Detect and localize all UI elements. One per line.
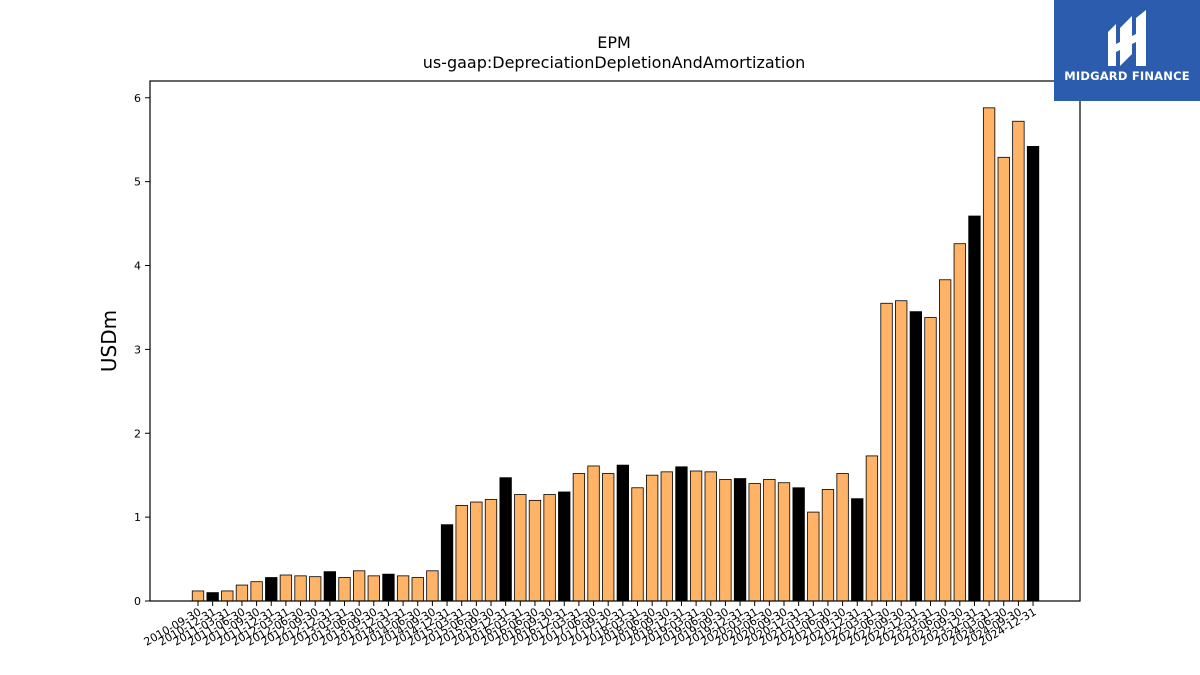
y-tick-label: 0 [134,595,141,608]
bar-2021-06-30 [821,489,835,602]
y-tick-label: 3 [134,343,141,356]
bar-2013-09-30 [367,575,380,602]
plot-frame [149,80,1081,602]
bar-2021-12-31 [851,498,864,602]
bar-2015-09-30 [484,499,498,602]
bar-2019-09-30 [719,478,732,602]
bar-2019-12-31 [733,478,747,602]
bar-2014-09-30 [426,570,439,602]
chart-subtitle: us-gaap:DepreciationDepletionAndAmortiza… [423,53,806,72]
bar-2011-12-31 [265,577,278,602]
bar-2010-09-30 [191,590,205,602]
bar-2012-06-30 [294,575,307,602]
bar-2016-06-30 [528,499,542,602]
bar-2016-03-31 [514,494,527,602]
bar-2011-09-30 [250,581,263,602]
bar-2013-03-31 [338,577,351,602]
bar-2020-12-31 [792,487,805,602]
bar-2022-09-30 [895,300,908,602]
y-tick-label: 4 [134,260,141,273]
bar-2017-03-31 [572,473,586,602]
bar-2010-12-31 [206,592,219,602]
bar-2012-12-31 [323,571,337,602]
bar-2022-12-31 [909,311,922,602]
y-axis-label: USDm [97,310,121,372]
bar-2018-12-31 [675,466,688,602]
y-tick-label: 1 [134,511,141,524]
bar-2020-06-30 [763,478,776,602]
bar-2015-03-31 [455,504,468,602]
bar-2016-12-31 [558,491,571,602]
bar-2012-03-31 [279,574,293,602]
midgard-finance-logo: MIDGARD FINANCE [1054,0,1200,101]
bar-2014-06-30 [411,577,424,602]
bar-2011-03-31 [221,590,234,602]
bar-2018-03-31 [631,487,644,602]
y-tick-label: 5 [134,176,141,189]
bar-2024-09-30 [1012,120,1025,602]
bar-2019-03-31 [689,470,703,602]
bar-2022-06-30 [880,302,893,602]
bar-2014-03-31 [396,575,410,602]
bar-2022-03-31 [865,455,879,602]
bar-2015-06-30 [470,501,483,602]
bar-2013-12-31 [382,573,395,602]
bar-2018-06-30 [646,474,659,602]
bar-2014-12-31 [440,524,454,602]
bar-2020-09-30 [777,482,791,602]
bar-2017-12-31 [616,464,629,602]
bar-2023-12-31 [968,215,981,602]
y-tick-label: 2 [134,427,141,440]
midgard-logo-icon [1108,10,1146,66]
bar-2024-12-31 [1026,146,1040,602]
bars-group [191,107,1040,602]
bar-2024-03-31 [982,107,996,602]
bar-2017-06-30 [587,465,600,602]
logo-text: MIDGARD FINANCE [1064,69,1190,83]
bar-2018-09-30 [660,471,673,602]
bar-2023-09-30 [953,243,966,602]
bar-2023-06-30 [939,279,952,602]
bar-2021-03-31 [807,511,820,602]
bar-2024-06-30 [997,156,1010,602]
bar-2019-06-30 [704,471,717,602]
x-axis: 2010-09-302010-12-312011-03-312011-06-30… [142,601,1039,649]
bar-2015-12-31 [499,477,512,602]
chart-title: EPM [597,33,631,52]
bar-2020-03-31 [748,483,761,602]
bar-2013-06-30 [352,570,366,602]
bar-2016-09-30 [543,494,556,602]
bar-2017-09-30 [602,473,615,602]
bar-2012-09-30 [309,576,322,602]
y-tick-label: 6 [134,92,141,105]
bar-2021-09-30 [836,473,849,602]
bar-2023-03-31 [924,317,937,602]
bar-2011-06-30 [235,584,249,602]
y-axis: 0 1 2 3 4 5 6 [134,92,150,608]
